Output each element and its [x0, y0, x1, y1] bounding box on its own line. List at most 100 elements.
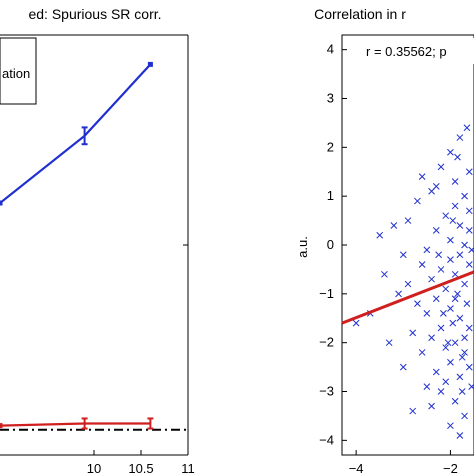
right-scatter-point-stroke-b [437, 388, 445, 395]
right-scatter-point [456, 134, 464, 141]
right-scatter-point-stroke-b [461, 412, 468, 420]
right-scatter-point-stroke-b [404, 280, 412, 288]
left-point-1-0 [0, 423, 3, 429]
right-scatter-point-stroke-b [447, 148, 454, 156]
right-scatter-point [444, 339, 452, 347]
right-scatter-point-stroke-b [465, 226, 473, 234]
right-scatter-point-stroke-b [447, 305, 454, 312]
right-scatter-point-stroke-b [399, 251, 407, 259]
right-scatter-point [458, 353, 466, 361]
right-fit-line [341, 270, 474, 325]
right-scatter-point-stroke-b [442, 344, 450, 351]
right-scatter-point [465, 207, 473, 215]
right-scatter-point-stroke-b [432, 183, 440, 190]
right-scatter-point [465, 363, 473, 371]
right-scatter-point-stroke-b [442, 212, 450, 220]
right-scatter-point-stroke-b [454, 290, 461, 298]
right-scatter-point [461, 280, 468, 288]
right-scatter-point-stroke-b [456, 432, 464, 439]
right-scatter-point [451, 295, 459, 303]
right-scatter-point-stroke-b [458, 388, 466, 395]
right-scatter-point-stroke-b [451, 339, 459, 347]
right-scatter-point [395, 290, 402, 298]
right-y-ticks: 4 3 2 1 0 −1 −2 −3 −4 [319, 42, 347, 447]
right-scatter-point [454, 153, 461, 161]
right-scatter-point [465, 261, 473, 268]
right-scatter-point [451, 270, 459, 278]
right-scatter-point-stroke-b [418, 349, 426, 356]
right-scatter-point [451, 397, 459, 405]
right-scatter-point [461, 241, 468, 249]
right-scatter-point-stroke-b [442, 285, 450, 293]
left-point-0-2 [147, 61, 153, 67]
right-scatter-point-stroke-b [461, 334, 468, 342]
right-scatter-point-stroke-b [456, 134, 464, 141]
right-annotation-bg [343, 38, 474, 64]
right-scatter-point [465, 324, 473, 332]
right-scatter-point [381, 270, 388, 278]
right-scatter-point-stroke-b [390, 222, 398, 229]
right-scatter-point [456, 373, 464, 381]
right-y-tick-label: 3 [327, 90, 334, 105]
right-y-tick-label: −4 [319, 432, 334, 447]
right-scatter-point-stroke-b [418, 261, 426, 268]
right-scatter-point [456, 314, 464, 322]
right-scatter-point-stroke-b [418, 173, 426, 180]
right-scatter-point [432, 226, 440, 234]
right-scatter-point [463, 300, 471, 307]
right-scatter-point-stroke-b [414, 300, 421, 307]
right-scatter-point [409, 407, 417, 415]
right-scatter-point-stroke-b [423, 383, 431, 390]
right-scatter-point [423, 246, 431, 254]
right-scatter-point [447, 422, 454, 430]
right-scatter-point-stroke-b [437, 266, 445, 273]
right-scatter-point-stroke-b [437, 324, 445, 332]
right-scatter-point [404, 217, 412, 224]
right-scatter-point [451, 178, 459, 185]
right-scatter-point [451, 339, 459, 347]
right-chart-panel: Correlation in r a.u. r = 0.35562; p 4 3 2… [295, 6, 474, 474]
right-scatter-point [447, 358, 454, 366]
right-scatter-point [423, 383, 431, 390]
left-legend: ation [0, 37, 37, 105]
right-scatter-point [442, 344, 450, 351]
right-scatter-point [399, 363, 407, 371]
right-y-tick-label: 1 [327, 188, 334, 203]
right-scatter-point-stroke-b [465, 168, 473, 176]
right-scatter-point-stroke-b [451, 270, 459, 278]
right-scatter-point [449, 319, 457, 327]
right-x-ticks: −4 −2 [349, 450, 458, 474]
right-scatter-point-stroke-b [454, 153, 461, 161]
right-scatter-point-stroke-b [423, 246, 431, 254]
right-scatter-point-stroke-b [409, 407, 417, 415]
right-scatter-point-stroke-b [440, 310, 447, 317]
left-legend-box [0, 37, 37, 105]
right-scatter-point [447, 305, 454, 312]
right-scatter-point-stroke-b [352, 319, 360, 327]
right-scatter-point [456, 222, 464, 229]
right-y-tick-label: −3 [319, 384, 334, 399]
right-scatter-point [432, 368, 440, 376]
right-scatter-point [449, 217, 457, 224]
right-scatter-point [468, 383, 474, 390]
right-x-tick-label: −4 [349, 461, 364, 474]
right-y-tick-label: −2 [319, 335, 334, 350]
right-scatter-point-stroke-b [395, 290, 402, 298]
right-scatter-point [454, 290, 461, 298]
right-scatter-point [428, 275, 435, 283]
right-scatter-point-stroke-b [463, 300, 471, 307]
right-scatter-point-stroke-b [435, 251, 442, 259]
right-chart-title: Correlation in r [314, 6, 406, 22]
right-scatter-point-stroke-b [449, 319, 457, 327]
right-scatter-point [414, 300, 421, 307]
right-scatter-point-stroke-b [447, 422, 454, 430]
right-scatter-point-stroke-b [461, 280, 468, 288]
right-scatter-point-stroke-b [447, 358, 454, 366]
right-scatter-point [447, 148, 454, 156]
right-y-tick-label: 2 [327, 139, 334, 154]
right-x-tick-label: −2 [443, 461, 458, 474]
right-scatter-point-stroke-b [409, 329, 417, 337]
right-scatter-point-stroke-b [447, 236, 454, 244]
right-scatter-point [442, 378, 450, 386]
